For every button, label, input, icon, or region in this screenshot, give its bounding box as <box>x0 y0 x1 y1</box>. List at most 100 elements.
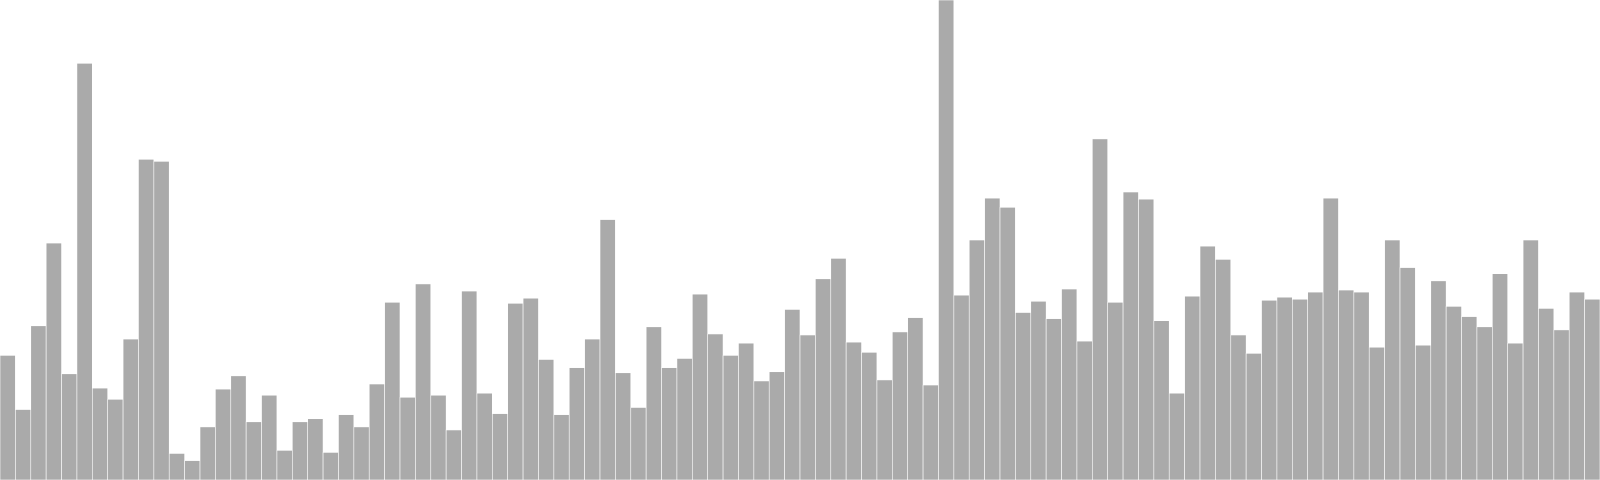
bar-77 <box>1168 392 1185 480</box>
bar-75 <box>1138 198 1155 480</box>
bar-99 <box>1507 342 1524 480</box>
bar-87 <box>1322 197 1339 480</box>
bar-6 <box>76 63 93 480</box>
bar-71 <box>1076 340 1093 480</box>
bar-104 <box>1584 298 1600 480</box>
bar-47 <box>707 333 724 480</box>
bar-58 <box>876 379 893 480</box>
bar-26 <box>384 301 401 480</box>
bar-38 <box>568 367 585 480</box>
bar-49 <box>738 342 755 480</box>
bar-101 <box>1538 308 1555 480</box>
bar-96 <box>1461 316 1478 480</box>
bar-80 <box>1215 259 1232 480</box>
bar-72 <box>1092 138 1108 480</box>
bar-83 <box>1261 299 1278 480</box>
bar-55 <box>830 258 847 480</box>
bar-27 <box>399 396 416 480</box>
bar-100 <box>1522 239 1539 480</box>
bar-33 <box>492 413 508 480</box>
bar-11 <box>153 161 170 480</box>
bar-103 <box>1568 291 1585 480</box>
bar-73 <box>1107 301 1124 480</box>
bar-23 <box>338 414 355 480</box>
bar-86 <box>1307 291 1324 480</box>
bar-46 <box>692 293 708 480</box>
bar-85 <box>1292 298 1308 480</box>
bar-89 <box>1353 291 1370 480</box>
bar-61 <box>922 384 939 480</box>
bar-51 <box>768 371 785 480</box>
bar-13 <box>184 460 201 480</box>
bar-44 <box>661 367 678 480</box>
bar-52 <box>784 309 801 480</box>
bar-90 <box>1368 346 1385 480</box>
bar-66 <box>999 207 1016 480</box>
bar-2 <box>15 409 32 480</box>
bar-5 <box>61 373 78 480</box>
bar-28 <box>415 283 432 480</box>
bar-35 <box>522 297 539 480</box>
bar-54 <box>815 278 832 480</box>
bar-17 <box>245 421 262 480</box>
bar-60 <box>907 317 924 480</box>
bar-8 <box>107 399 124 480</box>
bar-94 <box>1430 280 1447 480</box>
bar-34 <box>507 303 524 480</box>
bar-18 <box>261 394 278 480</box>
bar-79 <box>1199 245 1216 480</box>
bar-63 <box>953 294 970 480</box>
bar-78 <box>1184 295 1201 480</box>
bar-32 <box>476 392 493 480</box>
bar-3 <box>30 325 47 480</box>
bar-12 <box>168 453 185 480</box>
bar-4 <box>45 242 62 480</box>
bar-56 <box>845 341 862 480</box>
bar-41 <box>615 372 632 480</box>
bar-88 <box>1338 289 1355 480</box>
bar-67 <box>1015 312 1032 480</box>
bar-42 <box>630 407 647 480</box>
bar-19 <box>276 450 293 480</box>
bar-95 <box>1445 306 1462 480</box>
bar-36 <box>538 359 555 480</box>
bar-69 <box>1045 318 1062 480</box>
bar-65 <box>984 197 1001 480</box>
bar-25 <box>368 383 385 480</box>
bar-57 <box>861 352 878 480</box>
bar-9 <box>122 338 139 480</box>
bar-30 <box>445 429 462 480</box>
bar-74 <box>1122 191 1139 480</box>
bar-31 <box>461 290 478 480</box>
bar-40 <box>599 219 616 480</box>
bar-48 <box>722 355 739 480</box>
bar-16 <box>230 375 247 480</box>
bar-45 <box>676 358 693 480</box>
bar-64 <box>968 239 985 480</box>
bar-81 <box>1230 334 1247 480</box>
bar-91 <box>1384 239 1401 480</box>
bar-43 <box>645 326 662 480</box>
bar-37 <box>553 414 570 480</box>
bar-24 <box>353 426 370 480</box>
bar-102 <box>1553 329 1570 480</box>
bar-59 <box>892 331 908 480</box>
bar-7 <box>92 387 108 480</box>
bar-50 <box>753 380 770 480</box>
bar-15 <box>215 388 232 480</box>
bar-10 <box>138 159 155 480</box>
bar-68 <box>1030 300 1047 480</box>
bar-29 <box>430 394 447 480</box>
bar-14 <box>199 426 216 480</box>
bar-1 <box>0 355 16 480</box>
bar-82 <box>1245 353 1262 480</box>
bar-53 <box>799 334 816 480</box>
bar-22 <box>322 452 339 480</box>
bar-62 <box>938 0 955 480</box>
bar-98 <box>1492 273 1508 480</box>
bar-20 <box>292 421 308 480</box>
bar-97 <box>1476 326 1493 480</box>
bar-84 <box>1276 296 1293 480</box>
